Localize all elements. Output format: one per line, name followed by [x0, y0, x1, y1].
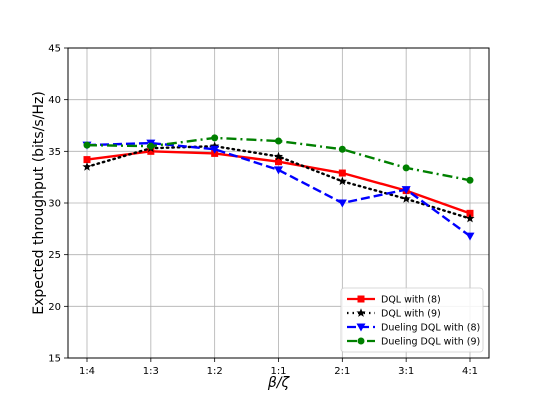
- y-tick-label: 20: [48, 302, 61, 313]
- data-point: [82, 162, 92, 171]
- x-tick-label: 4:1: [462, 366, 478, 377]
- y-tick-label: 15: [48, 354, 61, 365]
- data-point: [147, 142, 155, 150]
- legend-box: [340, 287, 484, 353]
- series-4: [83, 134, 474, 184]
- x-tick-label: 1:3: [143, 366, 159, 377]
- data-point: [83, 156, 91, 164]
- y-tick-label: 30: [48, 199, 61, 210]
- x-tick-label: 3:1: [398, 366, 414, 377]
- legend: DQL with (8) DQL with (9) Dueling DQL with…: [340, 287, 484, 353]
- legend-item: DQL with (9): [347, 308, 441, 320]
- data-point: [465, 213, 475, 223]
- data-point: [402, 164, 410, 172]
- data-point: [401, 194, 411, 203]
- data-point: [466, 176, 474, 184]
- data-point: [465, 232, 475, 241]
- legend-label: Dueling DQL with (8): [381, 323, 480, 334]
- series-layer: [82, 134, 475, 241]
- x-tick-label: 2:1: [334, 366, 350, 377]
- data-point: [338, 169, 346, 177]
- legend-item: Dueling DQL with (8): [347, 323, 480, 334]
- data-point: [147, 147, 155, 155]
- legend-marker: [356, 308, 366, 317]
- y-axis-label: Expected throughput (bits/s/Hz): [31, 91, 47, 315]
- data-point: [210, 145, 220, 154]
- legend-marker: [356, 323, 366, 332]
- data-point: [273, 151, 284, 161]
- legend-label: Dueling DQL with (9): [381, 337, 480, 348]
- x-tick-label: 1:2: [207, 366, 223, 377]
- legend-marker: [357, 295, 365, 303]
- x-tick-label: 1:1: [270, 366, 286, 377]
- y-tick-label: 25: [48, 250, 61, 261]
- data-point: [274, 166, 283, 175]
- data-point: [83, 141, 91, 149]
- data-point: [275, 158, 282, 166]
- x-tick-label: 1:4: [79, 366, 95, 377]
- legend-item: DQL with (8): [347, 295, 441, 306]
- data-point: [337, 199, 347, 208]
- legend-label: DQL with (8): [381, 295, 441, 306]
- y-tick-label: 35: [48, 147, 61, 158]
- y-tick-label: 45: [48, 44, 61, 55]
- data-point: [466, 209, 474, 217]
- data-point: [338, 145, 346, 153]
- data-point: [337, 176, 347, 186]
- data-point: [210, 141, 220, 151]
- legend-marker: [357, 337, 365, 345]
- x-axis-label: β/ζ: [267, 375, 291, 391]
- legend-item: Dueling DQL with (9): [347, 337, 480, 348]
- legend-label: DQL with (9): [381, 309, 441, 320]
- data-point: [275, 137, 282, 145]
- ticks: 15 20 25 30 35 40 45 1:4 1:3 1:2 1:1 2:1 3:1 4:1: [48, 44, 478, 378]
- y-tick-label: 40: [48, 95, 61, 106]
- data-point: [211, 134, 219, 142]
- data-point: [401, 186, 411, 195]
